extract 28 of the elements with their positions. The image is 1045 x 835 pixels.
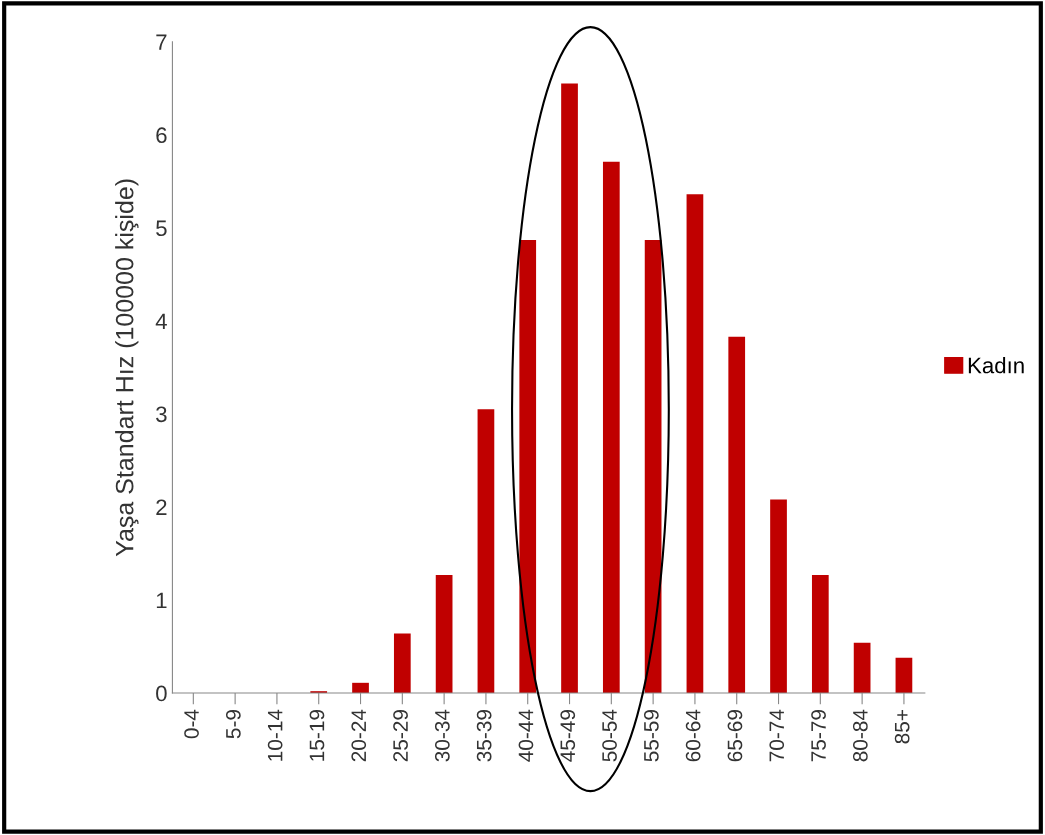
x-tick-label: 45-49 xyxy=(560,710,576,762)
x-tick-label: 40-44 xyxy=(518,709,534,762)
x-tick-label: 5-9 xyxy=(225,710,241,739)
y-tick-label: 2 xyxy=(156,499,167,516)
x-tick-label: 50-54 xyxy=(602,709,617,762)
y-tick-label: 7 xyxy=(156,34,167,50)
x-tick-label: 60-64 xyxy=(685,709,701,762)
y-tick-label: 3 xyxy=(156,406,167,423)
y-tick-label: 0 xyxy=(156,685,167,702)
x-tick-label: 15-19 xyxy=(309,710,325,761)
x-tick-label: 35-39 xyxy=(476,710,492,762)
x-tick-label: 20-24 xyxy=(351,709,367,762)
x-tick-label: 65-69 xyxy=(727,710,743,762)
y-tick-label: 5 xyxy=(156,220,167,237)
x-tick-label: 85+ xyxy=(894,710,910,744)
y-tick-label: 6 xyxy=(156,127,167,144)
y-tick-label: 1 xyxy=(156,592,167,609)
x-tick-label: 30-34 xyxy=(434,709,450,762)
x-tick-label: 80-84 xyxy=(852,709,868,762)
x-tick-label: 75-79 xyxy=(811,710,826,762)
x-tick-label: 70-74 xyxy=(769,709,785,762)
y-axis-title: Yaşa Standart Hız (100000 kişide) xyxy=(115,179,139,557)
x-tick-label: 10-14 xyxy=(267,709,283,761)
x-tick-label: 0-4 xyxy=(184,709,199,739)
x-tick-label: 55-59 xyxy=(643,710,659,762)
legend-label: Kadın xyxy=(968,357,1024,374)
x-tick-label: 25-29 xyxy=(393,710,408,762)
y-tick-label: 4 xyxy=(155,313,167,329)
